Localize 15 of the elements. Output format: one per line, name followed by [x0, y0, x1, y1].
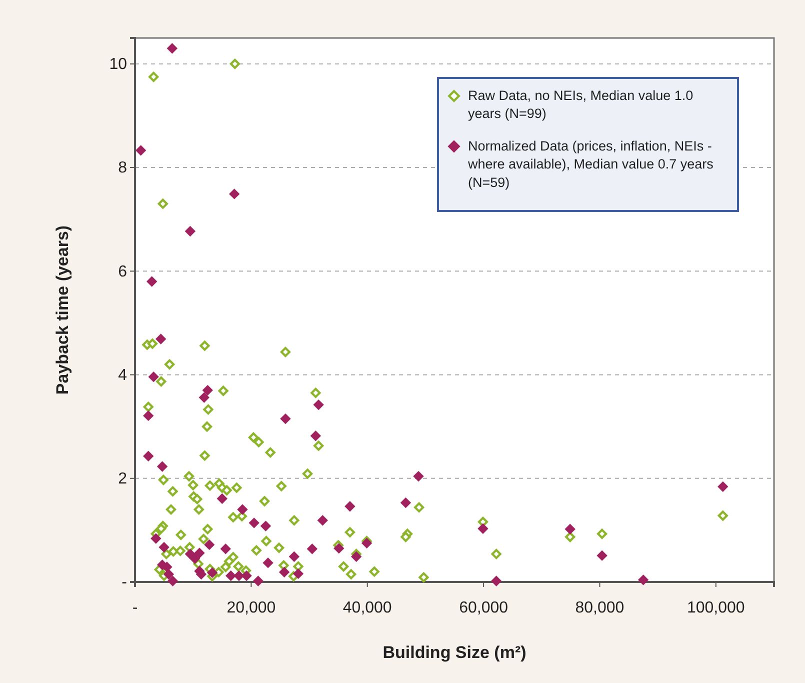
y-tick-label: - — [122, 574, 127, 592]
x-tick-label: 80,000 — [575, 599, 624, 616]
x-tick-label: 60,000 — [459, 599, 508, 616]
y-tick-label: 2 — [118, 470, 128, 488]
y-tick-label: 6 — [118, 263, 128, 280]
legend-label: Raw Data, no NEIs, Median value 1.0 years (N=99) — [468, 88, 694, 122]
x-tick-label: 20,000 — [226, 599, 276, 616]
y-axis-title: Payback time (years) — [53, 225, 72, 395]
x-axis-title: Building Size (m²) — [382, 643, 526, 662]
y-tick-label: 8 — [118, 160, 128, 177]
y-tick-label: 10 — [109, 56, 128, 74]
y-tick-label: 4 — [118, 366, 128, 384]
legend-label: Normalized Data (prices, inflation, NEIs - where available), Median value 0.7 years (N=59) — [467, 138, 714, 190]
x-tick-label: 40,000 — [342, 599, 392, 616]
x-tick-label: 100,000 — [686, 599, 745, 616]
